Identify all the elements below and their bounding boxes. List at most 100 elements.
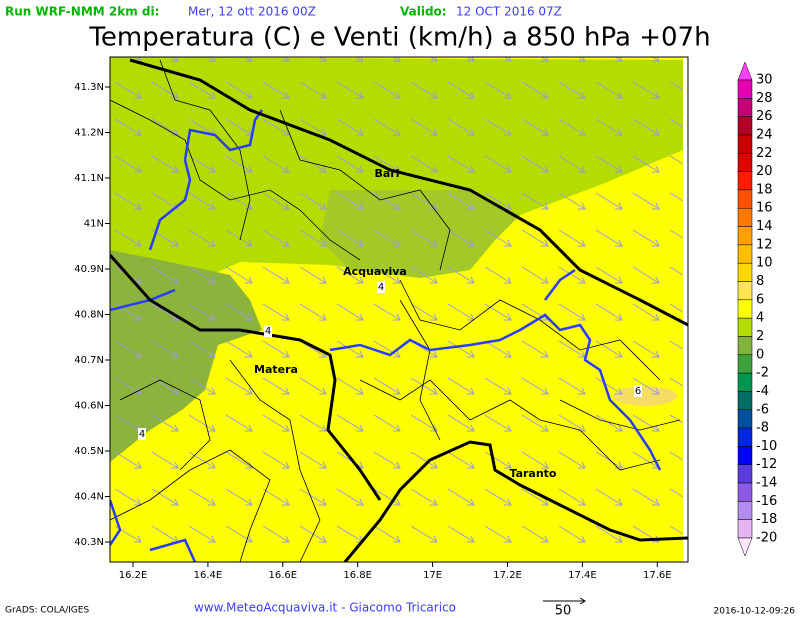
place-label: Bari bbox=[374, 167, 399, 180]
colorbar-cap bbox=[737, 61, 753, 81]
colorbar-band bbox=[737, 336, 753, 356]
coast-and-regions bbox=[110, 58, 688, 562]
source: www.MeteoAcquaviva.it - Giacomo Tricaric… bbox=[194, 601, 456, 615]
lon-label: 16.6E bbox=[269, 570, 298, 581]
colorbar-label: 24 bbox=[756, 127, 773, 142]
colorbar-band bbox=[737, 299, 753, 319]
place-label: Matera bbox=[254, 363, 298, 376]
colorbar-label: 30 bbox=[756, 73, 773, 88]
run-label: Run WRF-NMM 2km di: bbox=[5, 5, 159, 19]
colorbar-band bbox=[737, 281, 753, 301]
colorbar-band bbox=[737, 226, 753, 246]
lat-label: 40.9N bbox=[74, 264, 104, 275]
timestamp: 2016-10-12-09:26 bbox=[714, 607, 796, 617]
colorbar-label: -6 bbox=[756, 402, 769, 417]
colorbar-label: 6 bbox=[756, 292, 764, 307]
colorbar-band bbox=[737, 134, 753, 154]
colorbar-label: 10 bbox=[756, 256, 773, 271]
colorbar-band bbox=[737, 354, 753, 374]
colorbar-band bbox=[737, 391, 753, 411]
colorbar-label: -16 bbox=[756, 494, 777, 509]
lon-label: 17.6E bbox=[643, 570, 672, 581]
lon-label: 16.4E bbox=[194, 570, 223, 581]
colorbar-band bbox=[737, 262, 753, 282]
wind-vectors bbox=[110, 57, 683, 562]
map bbox=[110, 57, 688, 562]
colorbar-band bbox=[737, 519, 753, 539]
lat-label: 41.3N bbox=[74, 82, 104, 93]
vector-scale-arrow bbox=[579, 597, 586, 605]
colorbar-label: -14 bbox=[756, 476, 777, 491]
valid-date: 12 OCT 2016 07Z bbox=[456, 5, 562, 19]
contour-label: 4 bbox=[265, 326, 271, 337]
colorbar-band bbox=[737, 482, 753, 502]
colorbar-label: -18 bbox=[756, 512, 777, 527]
lat-label: 40.8N bbox=[74, 310, 104, 321]
colorbar: 302826242220181614121086420-2-4-6-8-10-1… bbox=[737, 61, 777, 557]
colorbar-label: 26 bbox=[756, 109, 773, 124]
colorbar-band bbox=[737, 189, 753, 209]
colorbar-band bbox=[737, 464, 753, 484]
colorbar-label: 16 bbox=[756, 201, 773, 216]
colorbar-label: 22 bbox=[756, 146, 773, 161]
lat-label: 40.6N bbox=[74, 401, 104, 412]
colorbar-label: -2 bbox=[756, 366, 769, 381]
lon-label: 17.2E bbox=[493, 570, 522, 581]
contour-label-bg bbox=[634, 385, 642, 397]
lat-label: 40.4N bbox=[74, 492, 104, 503]
colorbar-cap bbox=[737, 537, 753, 557]
colorbar-label: 4 bbox=[756, 311, 764, 326]
colorbar-label: 14 bbox=[756, 219, 773, 234]
lat-label: 41.2N bbox=[74, 128, 104, 139]
province-borders bbox=[110, 59, 681, 562]
colorbar-band bbox=[737, 427, 753, 447]
colorbar-band bbox=[737, 372, 753, 392]
colorbar-label: -10 bbox=[756, 439, 777, 454]
title: Temperatura (C) e Venti (km/h) a 850 hPa… bbox=[88, 23, 710, 53]
lat-label: 40.5N bbox=[74, 446, 104, 457]
lon-label: 17.4E bbox=[568, 570, 597, 581]
contour-label-bg bbox=[264, 325, 272, 337]
colorbar-band bbox=[737, 171, 753, 191]
colorbar-label: 28 bbox=[756, 91, 773, 106]
axes: 41.3N 41.2N 41.1N 41N 40.9N 40.8N 40.7N 40.6N 40… bbox=[74, 82, 671, 581]
lat-label: 41N bbox=[84, 219, 104, 230]
contour-label: 6 bbox=[635, 386, 641, 397]
colorbar-band bbox=[737, 79, 753, 99]
colorbar-band bbox=[737, 501, 753, 520]
contour-label: 4 bbox=[378, 282, 384, 293]
colorbar-label: -8 bbox=[756, 421, 769, 436]
colorbar-label: 8 bbox=[756, 274, 764, 289]
colorbar-label: 12 bbox=[756, 237, 773, 252]
lat-label: 41.1N bbox=[74, 173, 104, 184]
colorbar-band bbox=[737, 153, 753, 172]
credit: GrADS: COLA/IGES bbox=[5, 606, 89, 616]
valid-label: Valido: bbox=[400, 5, 447, 19]
vector-scale: 50 bbox=[555, 604, 572, 618]
colorbar-band bbox=[737, 317, 753, 337]
colorbar-label: 0 bbox=[756, 347, 764, 362]
place-label: Acquaviva bbox=[343, 265, 407, 278]
lon-label: 17E bbox=[423, 570, 442, 581]
colorbar-label: -12 bbox=[756, 457, 777, 472]
lat-label: 40.3N bbox=[74, 537, 104, 548]
lat-label: 40.7N bbox=[74, 355, 104, 366]
colorbar-band bbox=[737, 409, 753, 429]
colorbar-band bbox=[737, 244, 753, 264]
contour-label: 4 bbox=[139, 429, 145, 440]
colorbar-label: -20 bbox=[756, 531, 777, 546]
run-date: Mer, 12 ott 2016 00Z bbox=[188, 5, 316, 19]
contour-label-bg bbox=[138, 428, 146, 440]
colorbar-band bbox=[737, 207, 753, 227]
colorbar-label: 18 bbox=[756, 182, 773, 197]
colorbar-band bbox=[737, 98, 753, 117]
lon-label: 16.8E bbox=[343, 570, 372, 581]
colorbar-label: 2 bbox=[756, 329, 764, 344]
lon-label: 16.2E bbox=[119, 570, 148, 581]
map-frame bbox=[109, 56, 689, 563]
colorbar-band bbox=[737, 446, 753, 465]
colorbar-label: 20 bbox=[756, 164, 773, 179]
colorbar-label: -4 bbox=[756, 384, 769, 399]
colorbar-band bbox=[737, 116, 753, 136]
